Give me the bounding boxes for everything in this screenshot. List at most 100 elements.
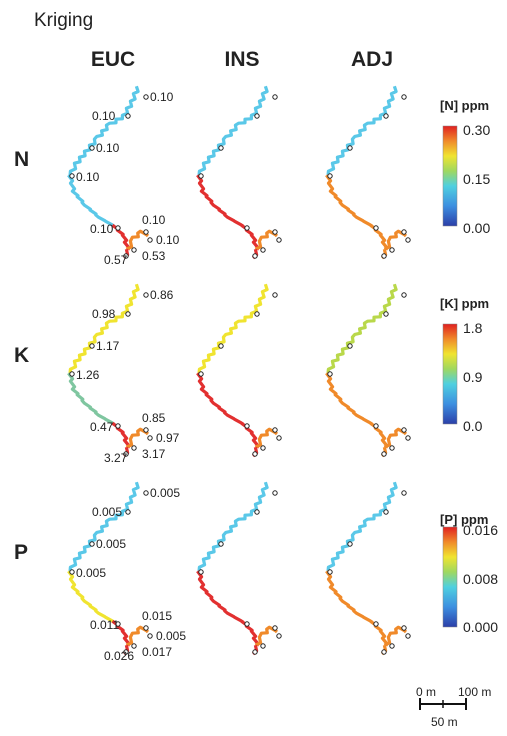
- value-label-n-2: 0.10: [96, 141, 120, 155]
- station-n-adj-5: [401, 229, 407, 235]
- station-p-ins-5: [272, 625, 278, 631]
- legend-p-max: 0.016: [463, 522, 499, 538]
- station-k-ins-6: [276, 435, 282, 441]
- station-n-ins-0: [272, 94, 278, 100]
- station-k-euc-1: [125, 311, 131, 317]
- stream-k-ins-mid: [196, 372, 244, 426]
- station-p-adj-3: [327, 569, 333, 575]
- stream-k-adj-upper: [326, 283, 398, 375]
- station-k-adj-0: [401, 292, 407, 298]
- value-label-k-8: 3.17: [142, 447, 166, 461]
- value-label-n-1: 0.10: [92, 109, 116, 123]
- value-label-p-2: 0.005: [96, 537, 126, 551]
- station-p-adj-7: [381, 649, 387, 655]
- station-k-euc-8: [131, 445, 137, 451]
- station-k-ins-3: [198, 371, 204, 377]
- station-n-euc-1: [125, 113, 131, 119]
- station-n-ins-1: [254, 113, 260, 119]
- station-k-euc-3: [69, 371, 75, 377]
- stream-p-adj-mid: [325, 570, 373, 624]
- value-label-k-2: 1.17: [96, 339, 120, 353]
- station-p-euc-3: [69, 569, 75, 575]
- value-label-n-0: 0.10: [150, 90, 174, 104]
- station-n-ins-6: [276, 237, 282, 243]
- scale-bar-mid-label: 50 m: [431, 715, 458, 729]
- legend-k-colorbar: [442, 323, 458, 425]
- station-n-adj-3: [327, 173, 333, 179]
- column-header-euc: EUC: [90, 48, 136, 71]
- station-k-ins-5: [272, 427, 278, 433]
- station-n-ins-5: [272, 229, 278, 235]
- legend-k-max: 1.8: [463, 320, 483, 336]
- station-n-euc-5: [143, 229, 149, 235]
- value-label-n-5: 0.10: [142, 213, 166, 227]
- station-k-adj-6: [405, 435, 411, 441]
- value-label-k-7: 3.27: [104, 451, 128, 465]
- value-label-k-4: 0.47: [90, 420, 114, 434]
- station-k-ins-4: [244, 423, 250, 429]
- stream-p-euc-mid: [67, 570, 115, 624]
- station-p-adj-2: [347, 541, 353, 547]
- legend-p-colorbar: [442, 526, 458, 628]
- station-p-ins-6: [276, 633, 282, 639]
- station-k-ins-1: [254, 311, 260, 317]
- stream-n-euc-upper: [68, 85, 140, 177]
- station-k-euc-6: [147, 435, 153, 441]
- scale-bar-right-label: 100 m: [458, 685, 492, 699]
- station-p-adj-4: [373, 621, 379, 627]
- stream-p-ins-upper: [197, 481, 269, 573]
- value-label-p-4: 0.011: [90, 618, 119, 632]
- station-p-adj-6: [405, 633, 411, 639]
- value-label-p-8: 0.017: [142, 645, 172, 659]
- station-p-euc-1: [125, 509, 131, 515]
- station-k-adj-8: [389, 445, 395, 451]
- stream-k-euc-mid: [67, 372, 115, 426]
- value-label-p-5: 0.015: [142, 609, 172, 623]
- station-k-euc-5: [143, 427, 149, 433]
- station-p-euc-2: [89, 541, 95, 547]
- station-p-euc-7: [123, 649, 129, 655]
- row-label-k: K: [14, 344, 30, 367]
- station-k-ins-0: [272, 292, 278, 298]
- value-label-n-8: 0.53: [142, 249, 166, 263]
- value-label-k-1: 0.98: [92, 307, 116, 321]
- station-k-adj-7: [381, 451, 387, 457]
- legend-p-mid: 0.008: [463, 571, 499, 587]
- station-n-euc-6: [147, 237, 153, 243]
- station-n-adj-0: [401, 94, 407, 100]
- value-label-p-1: 0.005: [92, 505, 122, 519]
- station-n-euc-2: [89, 145, 95, 151]
- station-n-adj-4: [373, 225, 379, 231]
- legend-k-mid: 0.9: [463, 369, 483, 385]
- legend-n-mid: 0.15: [463, 171, 491, 187]
- station-p-euc-0: [143, 490, 149, 496]
- stream-n-adj-mid: [325, 174, 373, 228]
- station-n-adj-2: [347, 145, 353, 151]
- station-k-adj-3: [327, 371, 333, 377]
- station-k-adj-4: [373, 423, 379, 429]
- legend-p-title: [P] ppm: [440, 512, 489, 527]
- value-label-k-6: 0.97: [156, 431, 180, 445]
- legend-n-max: 0.30: [463, 122, 491, 138]
- station-p-ins-0: [272, 490, 278, 496]
- station-p-adj-1: [383, 509, 389, 515]
- figure-title: Kriging: [34, 10, 94, 31]
- station-p-adj-8: [389, 643, 395, 649]
- station-n-euc-0: [143, 94, 149, 100]
- station-p-euc-6: [147, 633, 153, 639]
- legend-k-min: 0.0: [463, 418, 483, 434]
- station-k-euc-2: [89, 343, 95, 349]
- value-label-k-0: 0.86: [150, 288, 174, 302]
- station-p-ins-8: [260, 643, 266, 649]
- station-n-adj-8: [389, 247, 395, 253]
- station-p-adj-5: [401, 625, 407, 631]
- station-k-adj-2: [347, 343, 353, 349]
- stream-k-ins-upper: [197, 283, 269, 375]
- value-label-k-5: 0.85: [142, 411, 166, 425]
- value-label-k-3: 1.26: [76, 368, 100, 382]
- station-k-adj-5: [401, 427, 407, 433]
- value-label-n-4: 0.10: [90, 222, 114, 236]
- station-k-ins-2: [218, 343, 224, 349]
- station-k-adj-1: [383, 311, 389, 317]
